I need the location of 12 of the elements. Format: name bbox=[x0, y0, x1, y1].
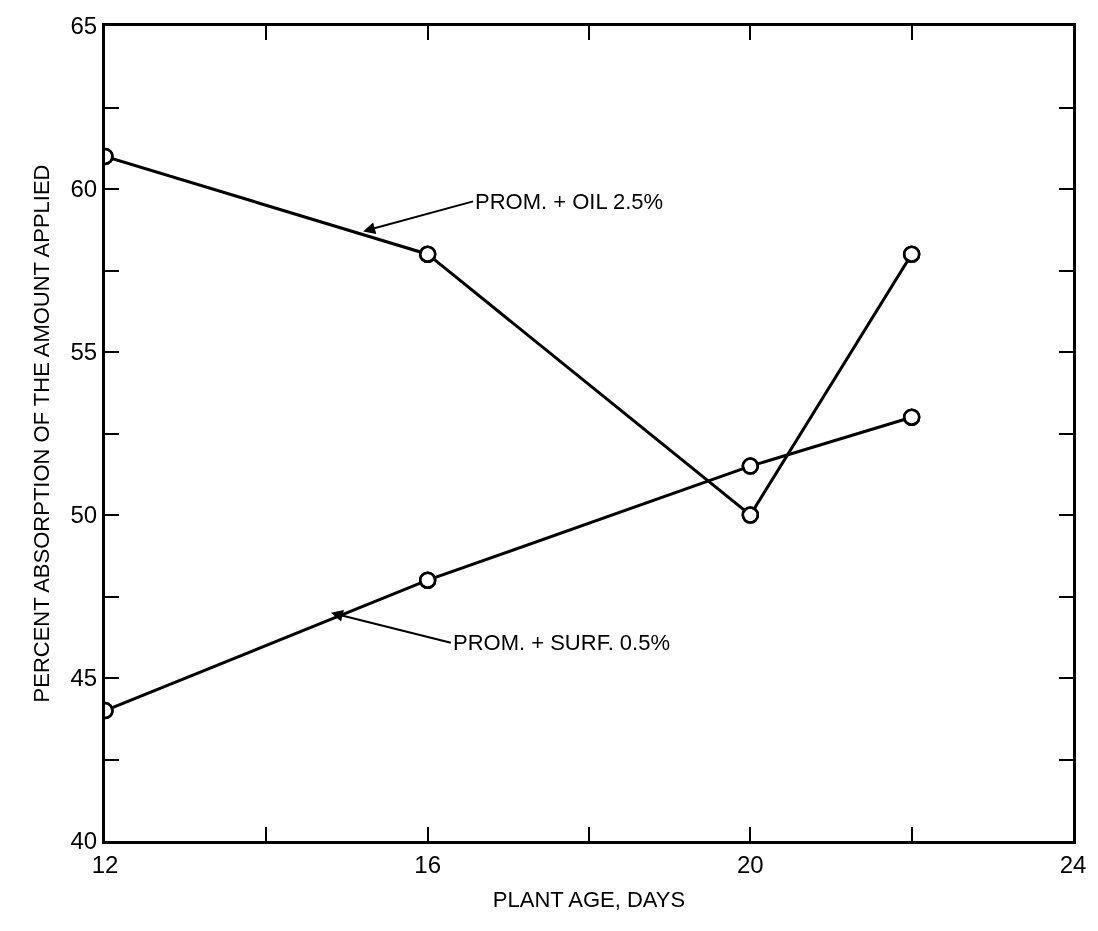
x-tick-label: 20 bbox=[736, 850, 764, 878]
annotation: PROM. + SURF. 0.5% bbox=[453, 630, 671, 655]
annotation: PROM. + OIL 2.5% bbox=[475, 189, 664, 214]
y-tick-label: 60 bbox=[70, 175, 98, 203]
x-tick-label: 16 bbox=[414, 850, 442, 878]
y-tick-label: 65 bbox=[70, 12, 98, 40]
y-tick-label: 50 bbox=[70, 501, 98, 529]
y-axis-title: PERCENT ABSORPTION OF THE AMOUNT APPLIED bbox=[29, 164, 55, 703]
x-tick-label: 24 bbox=[1059, 850, 1087, 878]
y-tick-label: 55 bbox=[70, 338, 98, 366]
y-tick-label: 45 bbox=[70, 664, 98, 692]
x-axis-title: PLANT AGE, DAYS bbox=[492, 886, 686, 912]
